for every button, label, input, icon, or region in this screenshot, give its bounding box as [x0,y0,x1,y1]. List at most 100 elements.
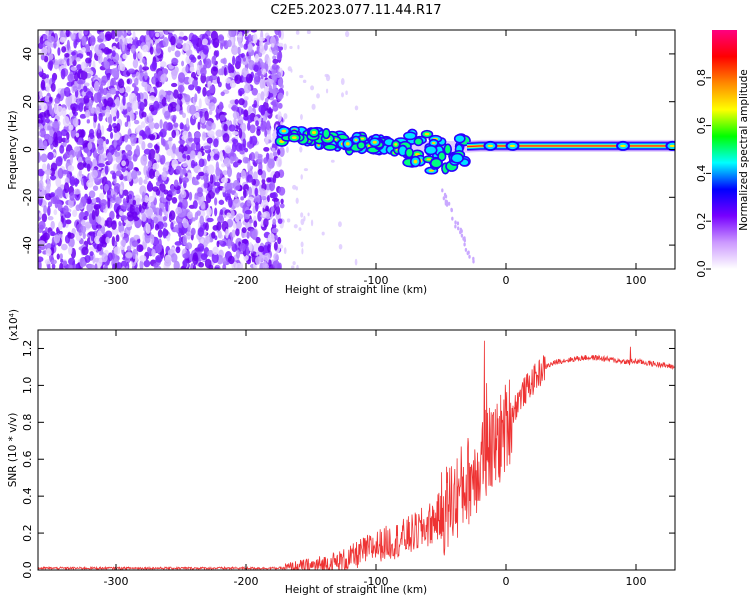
noise-blob [254,187,258,197]
noise-blob [237,159,243,164]
colorbar-tick-label: 0.4 [695,165,708,183]
noise-speckle [340,78,345,85]
colorbar-tick-label: 0.6 [695,117,708,135]
noise-blob [194,194,198,200]
noise-blob [248,219,254,224]
noise-blob [147,142,153,149]
noise-blob [78,102,84,113]
noise-speckle [299,74,304,79]
noise-blob [89,49,93,60]
snr-y-tick-label: 0.6 [21,450,34,468]
tone-bulge-core [487,144,494,148]
noise-blob [262,78,266,89]
noise-blob [186,50,191,57]
noise-blob [272,218,277,226]
noise-blob [42,232,50,241]
noise-blob [192,254,199,265]
noise-blob [195,141,201,152]
noise-blob [85,57,92,64]
noise-speckle [283,113,288,120]
noise-blob [199,215,205,226]
noise-blob [175,246,181,254]
noise-blob [239,31,243,37]
noise-blob [62,116,70,127]
noise-blob [223,123,228,132]
noise-blob [160,76,164,82]
noise-blob [243,43,248,50]
noise-blob [155,81,163,88]
noise-blob [201,124,207,129]
noise-blob [38,248,42,255]
noise-blob [245,73,253,84]
noise-blob [215,50,220,57]
noise-blob [151,248,156,257]
noise-blob [234,192,238,199]
noise-blob [84,255,91,263]
noise-blob [257,168,263,176]
multipath-streak [451,216,454,221]
noise-blob [172,114,177,121]
noise-blob [38,256,44,263]
noise-blob [141,44,149,53]
noise-blob [162,215,168,222]
noise-blob [57,167,64,179]
noise-blob [163,110,171,120]
noise-blob [149,46,154,55]
noise-blob [83,82,90,87]
noise-blob [136,92,141,103]
noise-blob [210,30,219,41]
noise-blob [200,201,206,210]
noise-blob [178,236,182,244]
noise-blob [72,209,78,217]
noise-blob [213,153,220,161]
noise-blob [239,242,246,252]
noise-blob [213,181,221,186]
noise-blob [141,140,146,151]
noise-blob [120,260,127,269]
noise-blob [148,134,156,140]
noise-speckle [354,105,359,111]
noise-blob [260,73,264,80]
noise-blob [235,221,242,229]
multipath-streak [456,221,460,226]
noise-blob [78,202,84,209]
noise-blob [51,259,57,265]
noise-blob [187,137,195,142]
noise-blob [91,169,98,179]
noise-blob [45,243,52,249]
noise-blob [257,70,262,77]
noise-blob [132,153,138,162]
noise-speckle [345,90,348,96]
noise-blob [279,203,285,209]
noise-speckle [286,218,291,223]
noise-blob [249,136,253,145]
noise-blob [170,221,174,230]
noise-blob [81,47,86,53]
noise-blob [182,162,188,168]
noise-speckle [341,92,344,98]
noise-blob [162,227,167,239]
noise-blob [251,178,257,186]
noise-blob [179,110,184,115]
noise-blob [41,163,47,172]
noise-blob [233,198,241,208]
noise-blob [232,138,239,144]
noise-blob [170,253,178,263]
noise-blob [53,103,59,115]
noise-blob [67,96,73,106]
noise-blob [208,109,213,116]
noise-blob [140,155,148,166]
noise-blob [225,228,229,239]
snr-y-tick-label: 0.8 [21,414,34,432]
noise-blob [87,264,96,269]
noise-blob [105,138,110,145]
chart-title: C2E5.2023.077.11.44.R17 [270,3,441,18]
noise-blob [66,39,71,51]
snr-x-tick-label: 0 [503,575,510,588]
noise-blob [107,97,114,107]
noise-blob [54,136,58,146]
noise-blob [41,213,48,223]
noise-blob [208,264,214,269]
noise-blob [88,231,96,236]
